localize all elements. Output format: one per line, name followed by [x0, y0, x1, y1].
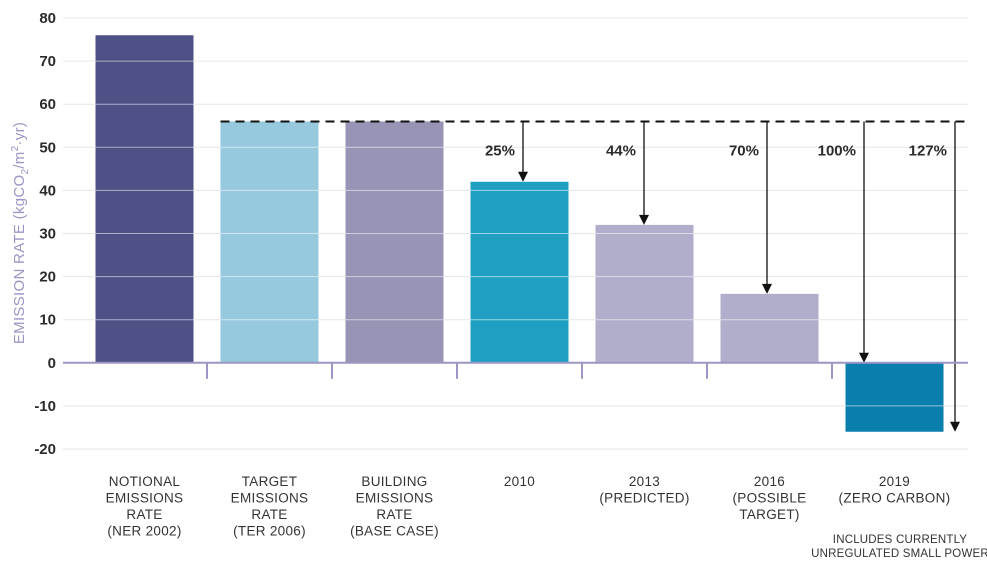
category-label: 2010: [504, 474, 535, 489]
y-tick-label: 20: [39, 269, 56, 286]
category-label: NOTIONAL EMISSIONS RATE (NER 2002): [106, 474, 184, 539]
y-tick-label: 10: [39, 312, 56, 329]
bar: [845, 362, 944, 432]
category-labels: NOTIONAL EMISSIONS RATE (NER 2002) TARGET EMI…: [106, 474, 951, 539]
y-tick-label: 50: [39, 139, 56, 156]
category-label: 2013 (PREDICTED): [599, 474, 689, 506]
y-tick-label: 70: [39, 53, 56, 70]
reduction-percent-label: 25%: [485, 142, 515, 159]
y-tick-label: 30: [39, 226, 56, 243]
y-tick-label: 80: [39, 10, 56, 27]
bar: [720, 293, 819, 363]
reduction-arrow-head: [639, 214, 649, 225]
reduction-arrow-head: [762, 283, 772, 294]
y-tick-label: -10: [34, 398, 56, 415]
reduction-arrow-head: [950, 421, 960, 432]
bars: [95, 35, 944, 432]
bar: [95, 35, 194, 363]
y-tick-label: 40: [39, 182, 56, 199]
bar: [595, 224, 694, 363]
footnote: INCLUDES CURRENTLY UNREGULATED SMALL POWE…: [811, 534, 987, 560]
reduction-percent-label: 100%: [818, 142, 856, 159]
reduction-arrows: 25% 44% 70% 100% 127%: [485, 121, 960, 432]
y-axis-label: EMISSION RATE (kgCO2/m2·yr): [10, 122, 31, 344]
bar: [345, 121, 444, 363]
y-axis-title: EMISSION RATE (kgCO2/m2·yr): [10, 122, 31, 344]
bar: [470, 181, 569, 363]
reduction-percent-label: 127%: [909, 142, 947, 159]
x-axis: [63, 361, 968, 379]
category-label: 2019 (ZERO CARBON): [839, 474, 951, 506]
y-ticks: 80 70 60 50 40 30 20 10 0 -10 -20: [34, 10, 56, 458]
reduction-percent-label: 44%: [606, 142, 636, 159]
reduction-percent-label: 70%: [729, 142, 759, 159]
y-tick-label: -20: [34, 441, 56, 458]
bar: [220, 121, 319, 363]
reduction-arrow-head: [518, 171, 528, 182]
category-label: 2016 (POSSIBLE TARGET): [733, 474, 807, 522]
category-label: TARGET EMISSIONS RATE (TER 2006): [231, 474, 309, 539]
reduction-arrow-head: [859, 352, 869, 363]
y-tick-label: 60: [39, 96, 56, 113]
footnote-text: INCLUDES CURRENTLY UNREGULATED SMALL POWE…: [811, 534, 987, 560]
category-label: BUILDING EMISSIONS RATE (BASE CASE): [350, 474, 439, 539]
y-tick-label: 0: [48, 355, 56, 372]
